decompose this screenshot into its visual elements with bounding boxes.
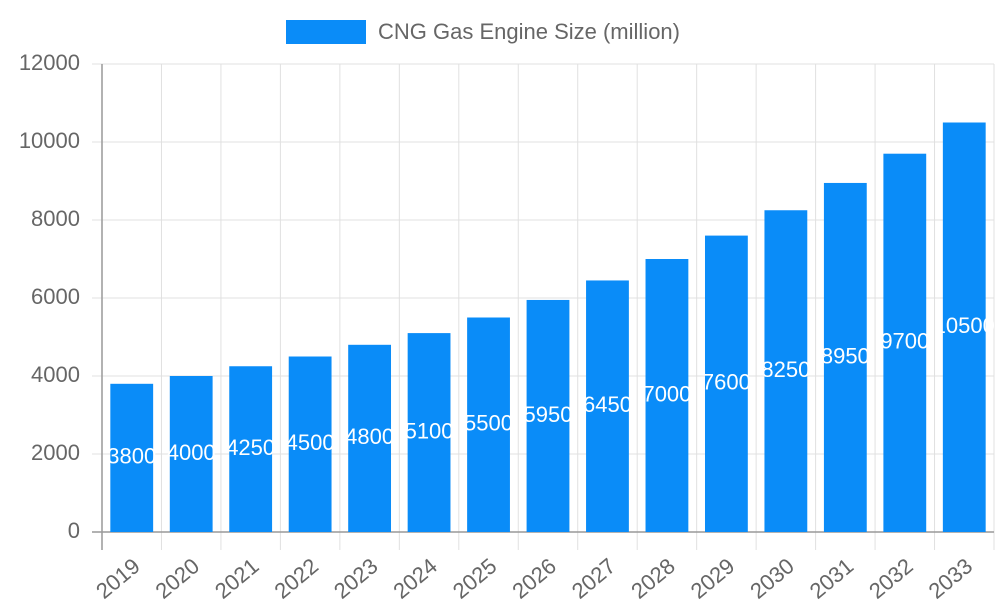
y-tick-label: 4000 (31, 362, 80, 387)
bar (467, 317, 510, 532)
x-tick-label: 2026 (507, 553, 561, 600)
x-tick-label: 2027 (567, 553, 621, 600)
data-label: 4500 (286, 430, 335, 455)
x-tick-label: 2020 (151, 553, 205, 600)
bar (942, 122, 986, 532)
data-label: 4250 (226, 435, 275, 460)
bar (407, 333, 451, 532)
data-label: 10500 (934, 313, 995, 338)
x-tick-label: 2021 (210, 553, 264, 600)
data-label: 7600 (702, 370, 751, 395)
data-label: 7000 (642, 381, 691, 406)
bar (526, 299, 570, 532)
bar (883, 153, 927, 532)
data-label: 4800 (345, 424, 394, 449)
bar (229, 366, 273, 532)
x-tick-label: 2022 (270, 553, 324, 600)
y-tick-label: 8000 (31, 206, 80, 231)
y-tick-label: 2000 (31, 440, 80, 465)
x-tick-label: 2028 (626, 553, 680, 600)
bar (169, 376, 213, 532)
x-tick-label: 2031 (805, 553, 859, 600)
data-label: 5950 (524, 402, 573, 427)
x-tick-label: 2019 (91, 553, 145, 600)
data-label: 5500 (464, 411, 513, 436)
legend-label: CNG Gas Engine Size (million) (378, 19, 680, 44)
x-tick-label: 2025 (448, 553, 502, 600)
bar (110, 383, 154, 532)
data-label: 8950 (821, 343, 870, 368)
data-label: 3800 (107, 444, 156, 469)
bar (288, 356, 332, 532)
bar (586, 280, 629, 532)
data-label: 8250 (761, 357, 810, 382)
y-tick-label: 12000 (19, 50, 80, 75)
legend-swatch (286, 20, 366, 44)
y-tick-label: 10000 (19, 128, 80, 153)
data-label: 5100 (405, 418, 454, 443)
data-label: 6450 (583, 392, 632, 417)
bar (348, 344, 392, 532)
bar (764, 210, 808, 532)
x-tick-label: 2024 (388, 553, 442, 600)
bar (823, 182, 867, 532)
x-tick-label: 2023 (329, 553, 383, 600)
bar (645, 259, 689, 532)
y-tick-label: 6000 (31, 284, 80, 309)
x-tick-label: 2030 (745, 553, 799, 600)
x-tick-label: 2029 (686, 553, 740, 600)
bar (704, 235, 748, 532)
x-tick-label: 2032 (864, 553, 918, 600)
x-tick-label: 2033 (924, 553, 978, 600)
data-label: 4000 (167, 440, 216, 465)
data-label: 9700 (880, 329, 929, 354)
y-tick-label: 0 (68, 518, 80, 543)
